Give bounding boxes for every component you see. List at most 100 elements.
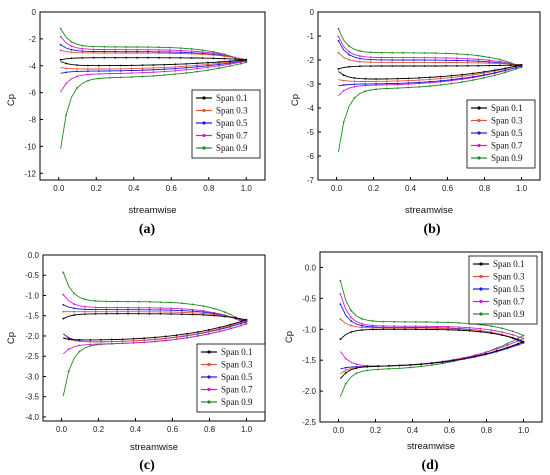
y-tick-label: -2	[29, 35, 37, 44]
data-point	[344, 369, 347, 372]
data-point	[402, 61, 404, 64]
data-point	[522, 342, 525, 344]
data-point	[127, 306, 129, 309]
data-point	[168, 49, 171, 51]
data-point	[447, 321, 449, 324]
data-point	[100, 340, 102, 343]
data-point	[185, 63, 188, 65]
y-tick-label: -2.5	[302, 418, 316, 427]
data-point	[472, 72, 474, 75]
data-point	[353, 80, 356, 83]
data-point	[407, 86, 410, 89]
data-point	[152, 68, 155, 71]
data-point	[490, 332, 493, 335]
data-point	[391, 59, 394, 61]
data-point	[136, 48, 139, 51]
y-tick-label: -1.0	[302, 325, 316, 334]
legend-marker	[207, 362, 211, 367]
data-point	[482, 77, 485, 79]
data-point	[375, 78, 377, 80]
data-point	[130, 67, 133, 70]
data-point	[359, 60, 361, 63]
panel-label: (b)	[423, 222, 440, 237]
legend-label: Span 0.5	[491, 128, 523, 138]
data-point	[132, 337, 135, 340]
y-tick-label: -3.0	[25, 372, 39, 381]
data-point	[412, 61, 415, 64]
data-point	[434, 52, 437, 54]
data-point	[116, 312, 119, 315]
data-point	[196, 65, 199, 68]
data-point	[78, 344, 81, 347]
data-point	[154, 336, 156, 339]
y-tick-label: -0.5	[302, 294, 316, 303]
data-point	[186, 334, 189, 337]
data-point	[143, 341, 146, 344]
data-point	[429, 85, 431, 87]
data-point	[147, 48, 149, 51]
data-point	[218, 65, 220, 67]
data-point	[170, 309, 173, 312]
legend-label: Span 0.1	[216, 93, 248, 103]
data-point	[81, 47, 84, 50]
data-point	[67, 370, 70, 373]
data-point	[447, 328, 449, 331]
data-point	[375, 82, 377, 85]
y-tick-label: -5	[307, 128, 315, 137]
panel-a: 0 -2 -4 -6 -8 -10 -12 0.0 0.2 0.4 0.6 0.8 1.0 Cp st…	[6, 8, 266, 237]
data-point	[396, 80, 399, 82]
data-point	[350, 309, 352, 312]
data-point	[359, 50, 361, 52]
data-point	[380, 56, 383, 59]
data-point	[136, 50, 139, 53]
x-tick-label: 0.8	[479, 184, 491, 193]
data-point	[141, 75, 144, 78]
x-axis-label: streamwise	[130, 442, 178, 453]
data-point	[425, 321, 428, 323]
data-point	[159, 307, 162, 309]
data-point	[477, 58, 480, 61]
data-point	[366, 365, 369, 368]
data-point	[488, 62, 491, 65]
data-point	[463, 357, 466, 360]
legend-marker	[477, 156, 481, 160]
data-point	[412, 56, 415, 59]
data-point	[396, 82, 399, 85]
data-point	[191, 308, 194, 311]
plot-frame	[319, 251, 543, 423]
data-point	[466, 59, 469, 62]
data-point	[137, 300, 140, 303]
data-point	[130, 72, 133, 74]
data-point	[450, 78, 453, 81]
data-point	[218, 330, 221, 333]
data-point	[393, 325, 396, 327]
data-point	[364, 83, 367, 85]
data-point	[190, 48, 193, 50]
legend-label: Span 0.7	[216, 131, 248, 141]
data-point	[62, 271, 65, 274]
data-point	[495, 348, 498, 350]
x-tick-label: 0.0	[56, 425, 68, 434]
data-point	[488, 56, 491, 59]
data-point	[504, 69, 507, 72]
y-tick-label: -2.5	[25, 352, 39, 361]
data-point	[337, 39, 340, 42]
data-point	[186, 336, 189, 339]
x-tick-label: 0.6	[444, 426, 456, 435]
data-point	[62, 303, 65, 306]
data-point	[380, 65, 383, 67]
x-tick-label: 0.2	[370, 426, 382, 435]
legend-label: Span 0.9	[493, 309, 525, 319]
data-point	[337, 27, 340, 30]
y-tick-label: -1.5	[302, 356, 316, 365]
data-point	[125, 48, 127, 51]
data-point	[375, 80, 377, 83]
data-point	[240, 324, 243, 327]
data-point	[103, 45, 106, 48]
data-point	[402, 56, 404, 59]
data-point	[190, 50, 193, 52]
x-tick-label: 1.0	[241, 184, 253, 193]
data-point	[154, 340, 156, 343]
data-point	[511, 333, 514, 336]
data-point	[468, 326, 471, 329]
